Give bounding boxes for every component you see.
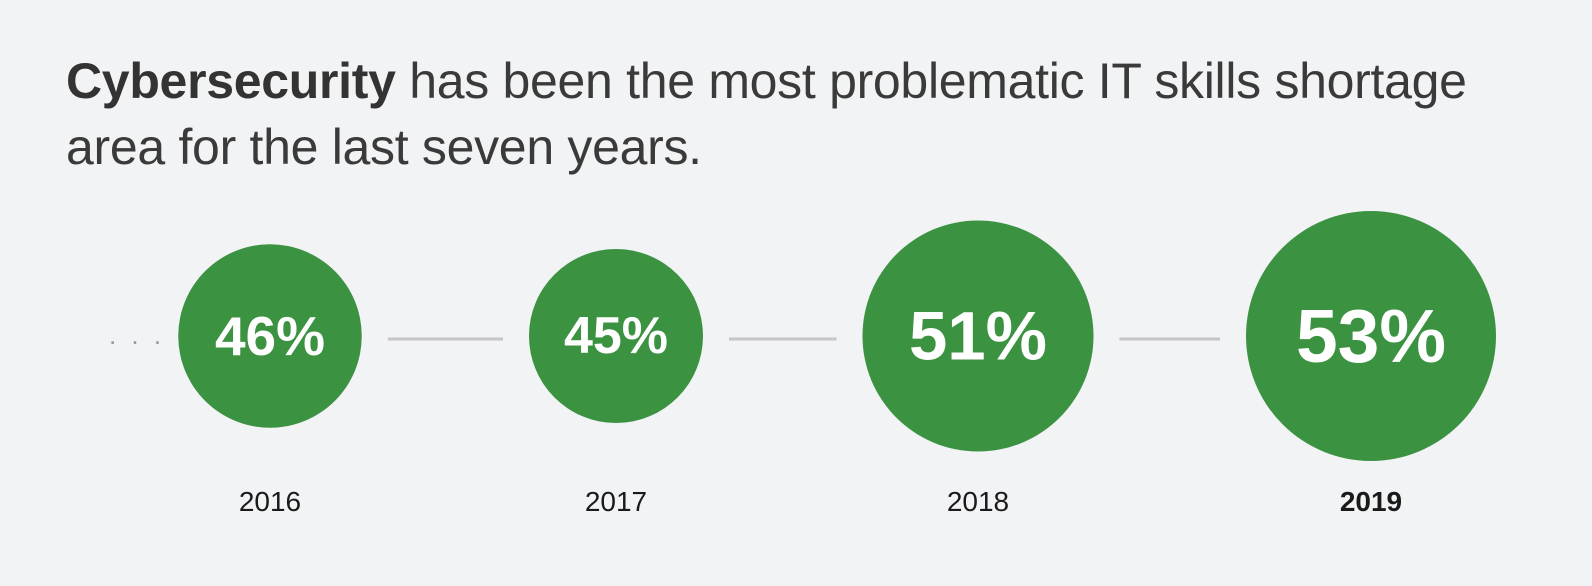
headline-rest: has been the most problematic IT skills … (66, 53, 1467, 175)
value-label-2018: 51% (909, 298, 1047, 375)
value-label-2019: 53% (1296, 294, 1446, 378)
value-label-2016: 46% (215, 305, 325, 367)
bubbles: 46% 45% 51% 53% (178, 211, 1496, 461)
bubble-2016 (178, 244, 362, 428)
year-labels: 2016 2017 2018 2019 (239, 486, 1402, 517)
year-label-2017: 2017 (585, 486, 647, 517)
year-label-2019: 2019 (1340, 486, 1402, 517)
year-label-2018: 2018 (947, 486, 1009, 517)
leading-ellipsis: . . . (109, 320, 165, 350)
headline: Cybersecurity has been the most problema… (66, 48, 1526, 180)
bubble-2017 (529, 249, 703, 423)
bubble-2018 (862, 220, 1094, 452)
year-label-2016: 2016 (239, 486, 301, 517)
headline-bold: Cybersecurity (66, 53, 396, 109)
value-label-2017: 45% (564, 307, 668, 365)
bubble-2019 (1246, 211, 1496, 461)
